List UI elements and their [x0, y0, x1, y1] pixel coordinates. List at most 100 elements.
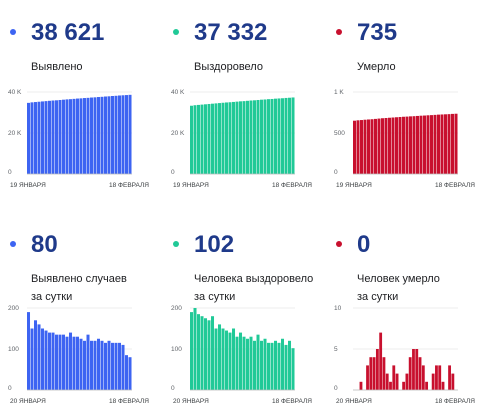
bar — [44, 330, 48, 390]
x-end-label: 18 ФЕВРАЛЯ — [272, 182, 312, 189]
panel-recovered-daily: 102 Человека выздоровело за сутки 0 100 200… — [163, 212, 323, 417]
bar — [440, 114, 444, 174]
bar — [232, 101, 236, 174]
deaths-daily-value: 0 — [357, 231, 371, 258]
y-tick-label: 0 — [334, 169, 338, 176]
bar — [267, 99, 271, 174]
bar — [118, 342, 122, 390]
bar — [44, 101, 48, 174]
bar — [398, 117, 402, 174]
bar — [125, 355, 129, 390]
y-tick-label: 40 K — [171, 89, 185, 96]
detected-total-chart: 0 20 K 40 K 19 ЯНВАРЯ 18 ФЕВРАЛЯ — [8, 89, 149, 189]
x-end-label: 18 ФЕВРАЛЯ — [435, 398, 475, 405]
bar — [433, 114, 437, 174]
bar — [274, 340, 278, 390]
bar — [284, 344, 288, 390]
bar — [211, 103, 215, 174]
bar — [369, 357, 373, 390]
red-dot-icon — [336, 241, 342, 247]
green-dot-icon — [173, 29, 179, 35]
bar — [451, 373, 455, 390]
detected-daily-label: Выявлено случаев за сутки — [31, 273, 127, 303]
bar — [200, 316, 204, 390]
x-start-label: 20 ЯНВАРЯ — [173, 398, 209, 405]
bar — [437, 114, 441, 174]
y-tick-label: 40 K — [8, 89, 22, 96]
y-tick-label: 200 — [171, 305, 182, 312]
bar — [93, 97, 97, 174]
bar — [409, 116, 413, 174]
bar — [193, 308, 197, 390]
blue-dot-icon — [10, 29, 16, 35]
bar — [83, 340, 87, 390]
bar — [363, 119, 367, 174]
bar — [37, 324, 41, 390]
bar — [221, 328, 225, 390]
y-tick-label: 1 K — [334, 89, 344, 96]
bar — [431, 373, 435, 390]
bar — [214, 328, 218, 390]
bar — [214, 103, 218, 174]
bar — [207, 103, 211, 174]
x-start-label: 19 ЯНВАРЯ — [173, 182, 209, 189]
bar — [370, 119, 374, 174]
bar — [270, 342, 274, 390]
y-tick-label: 0 — [171, 385, 175, 392]
bar — [34, 320, 38, 390]
bar — [37, 101, 41, 174]
bar — [284, 97, 288, 174]
bar — [435, 365, 438, 390]
bar — [125, 95, 129, 174]
detected-total-label: Выявлено — [31, 61, 83, 73]
bar — [274, 98, 278, 174]
bar — [225, 330, 229, 390]
x-start-label: 20 ЯНВАРЯ — [10, 398, 46, 405]
bar — [421, 365, 425, 390]
bar — [405, 373, 409, 390]
bar — [128, 357, 132, 390]
bar — [277, 98, 281, 174]
deaths-daily-chart: 0 5 10 20 ЯНВАРЯ 18 ФЕВРАЛЯ — [334, 305, 475, 405]
bar — [48, 332, 52, 390]
bar — [372, 357, 376, 390]
bar — [107, 340, 111, 390]
recovered-daily-chart: 0 100 200 20 ЯНВАРЯ 18 ФЕВРАЛЯ — [171, 305, 312, 405]
panel-deaths-total: 735 Умерло 0 500 1 K 19 ЯНВАРЯ 18 ФЕВРАЛЯ — [326, 0, 486, 205]
panel-detected-total: 38 621 Выявлено 0 20 K 40 K 19 ЯНВАРЯ 18 ФЕВ… — [0, 0, 160, 205]
bar — [359, 381, 363, 390]
y-tick-label: 500 — [334, 130, 345, 137]
bar — [104, 342, 108, 390]
bar — [249, 100, 253, 174]
bar — [200, 104, 204, 174]
detected-daily-value: 80 — [31, 231, 58, 258]
bar — [447, 114, 451, 174]
bar — [221, 102, 225, 174]
bar — [242, 336, 246, 390]
bar — [253, 340, 257, 390]
bar — [418, 357, 422, 390]
deaths-total-value: 735 — [357, 19, 398, 46]
bar — [367, 119, 371, 174]
bar — [395, 117, 399, 174]
bar — [402, 116, 406, 174]
bar — [430, 115, 434, 174]
bar — [391, 117, 395, 174]
bar — [34, 102, 38, 174]
panel-recovered-total: 37 332 Выздоровело 0 20 K 40 K 19 ЯНВАРЯ 18 … — [163, 0, 323, 205]
bar — [118, 95, 122, 174]
bar — [412, 116, 416, 174]
bar — [69, 99, 73, 174]
bar — [90, 340, 94, 390]
bar — [249, 336, 253, 390]
bar — [419, 115, 423, 174]
bar — [438, 365, 442, 390]
bar — [128, 94, 132, 174]
bar — [83, 98, 87, 174]
bar — [79, 338, 83, 390]
bar — [454, 113, 458, 174]
red-dot-icon — [336, 29, 342, 35]
y-tick-label: 100 — [8, 346, 19, 353]
x-start-label: 20 ЯНВАРЯ — [336, 398, 372, 405]
